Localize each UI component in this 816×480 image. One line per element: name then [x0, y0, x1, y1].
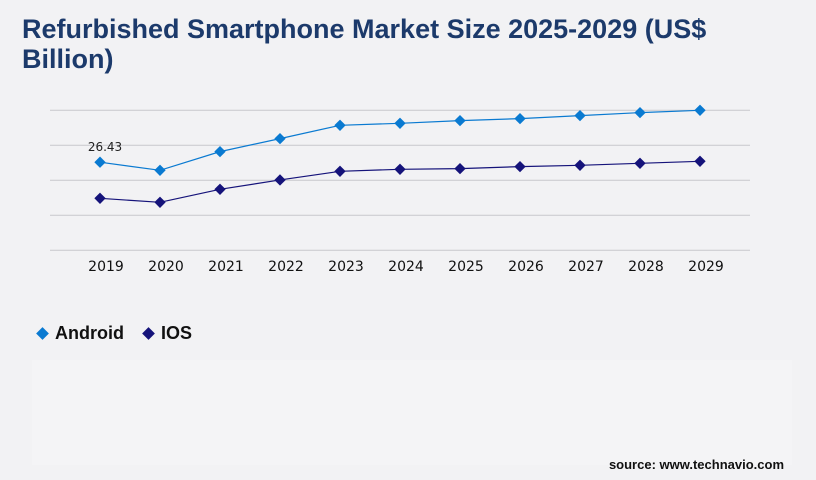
data-point-ios: [154, 196, 166, 208]
data-point-ios: [454, 162, 466, 175]
data-point-ios: [274, 174, 286, 186]
data-point-ios: [514, 160, 526, 173]
data-point-android: [694, 104, 706, 116]
data-point-ios: [334, 165, 346, 177]
x-tick-label: 2026: [508, 259, 544, 275]
data-point-ios: [394, 163, 406, 175]
data-point-ios: [694, 155, 706, 167]
line-chart: 2019 2020 2021 2022 2023 2024 2025 2026 2027 2028…: [50, 104, 750, 275]
data-point-android: [454, 114, 466, 127]
x-tick-label: 2022: [268, 259, 304, 275]
x-tick-label: 2025: [448, 259, 484, 275]
lower-panel: [32, 360, 792, 465]
data-point-android: [574, 109, 586, 122]
legend-label: IOS: [161, 323, 193, 343]
legend: Android IOS: [36, 323, 193, 344]
data-point-android: [214, 145, 226, 158]
source-text: source: www.technavio.com: [608, 457, 784, 472]
legend-item-android[interactable]: Android: [36, 323, 124, 344]
x-tick-label: 2028: [628, 259, 664, 275]
x-tick-label: 2023: [328, 259, 364, 275]
data-point-android: [394, 117, 406, 129]
data-point-android: [94, 156, 106, 168]
x-tick-label: 2021: [208, 259, 244, 275]
data-point-android: [514, 112, 526, 125]
data-point-ios: [214, 183, 226, 195]
data-point-android: [334, 119, 346, 131]
android-marker-icon: [36, 327, 49, 340]
data-point-ios: [574, 159, 586, 171]
ios-marker-icon: [142, 327, 155, 340]
data-label: 26.43: [88, 140, 122, 154]
x-tick-label: 2029: [688, 259, 724, 275]
x-tick-label: 2020: [148, 259, 184, 275]
data-point-ios: [94, 192, 106, 204]
legend-label: Android: [55, 323, 124, 343]
x-tick-label: 2027: [568, 259, 604, 275]
x-tick-label: 2024: [388, 259, 424, 275]
data-point-ios: [634, 157, 646, 169]
data-point-android: [274, 132, 286, 145]
chart-title: Refurbished Smartphone Market Size 2025-…: [22, 14, 707, 74]
data-point-android: [154, 164, 166, 176]
data-point-android: [634, 106, 646, 119]
legend-item-ios[interactable]: IOS: [142, 323, 193, 344]
x-tick-label: 2019: [88, 259, 124, 275]
